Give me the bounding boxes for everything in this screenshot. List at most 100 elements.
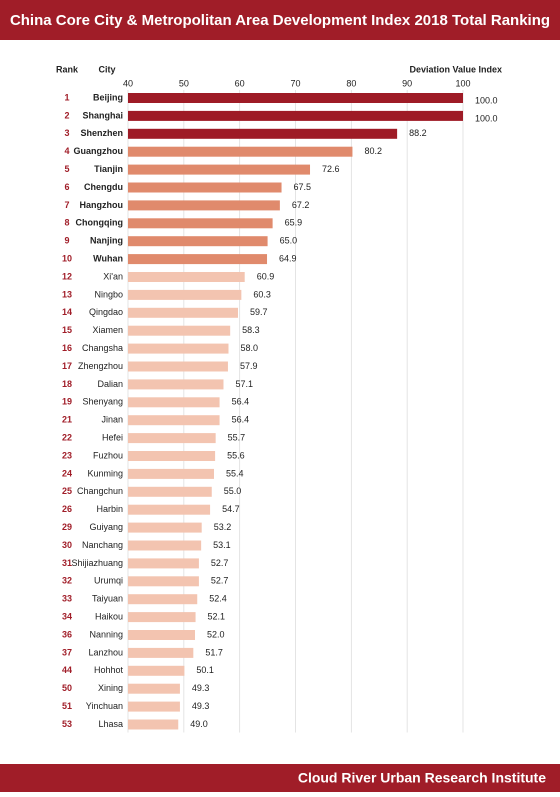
- value-label: 100.0: [475, 113, 498, 123]
- bar: [128, 361, 228, 372]
- footer: Cloud River Urban Research Institute: [298, 770, 546, 786]
- value-label: 52.7: [211, 576, 229, 586]
- city-label: Urumqi: [94, 576, 123, 586]
- rank-label: 21: [62, 415, 72, 425]
- rank-label: 24: [62, 468, 72, 478]
- value-label: 53.2: [214, 522, 232, 532]
- rank-label: 17: [62, 361, 72, 371]
- city-label: Tianjin: [94, 164, 123, 174]
- city-label: Nanchang: [82, 540, 123, 550]
- city-label: Guangzhou: [74, 146, 124, 156]
- rank-label: 51: [62, 701, 72, 711]
- rank-label: 22: [62, 432, 72, 442]
- rank-label: 3: [64, 128, 69, 138]
- city-label: Beijing: [93, 92, 123, 102]
- city-label: Xi'an: [103, 271, 123, 281]
- bar: [128, 719, 179, 730]
- rank-label: 7: [64, 200, 69, 210]
- bar: [128, 254, 268, 265]
- value-label: 55.4: [226, 468, 244, 478]
- bar: [128, 236, 268, 247]
- value-label: 52.0: [207, 629, 225, 639]
- city-label: Hefei: [102, 432, 123, 442]
- bar: [128, 558, 199, 569]
- rank-header: Rank: [56, 64, 79, 74]
- chart-title: China Core City & Metropolitan Area Deve…: [10, 12, 550, 29]
- value-label: 67.5: [294, 182, 312, 192]
- bar: [128, 504, 211, 515]
- value-label: 52.7: [211, 558, 229, 568]
- value-label: 57.9: [240, 361, 258, 371]
- value-label: 65.0: [280, 236, 298, 246]
- bar: [128, 540, 202, 551]
- value-header: Deviation Value Index: [409, 64, 502, 74]
- bar: [128, 307, 238, 318]
- rank-label: 16: [62, 343, 72, 353]
- rank-label: 4: [64, 146, 69, 156]
- city-label: Nanjing: [90, 236, 123, 246]
- rank-label: 2: [64, 110, 69, 120]
- city-label: Shenzhen: [80, 128, 123, 138]
- x-tick-label: 40: [123, 78, 133, 88]
- value-label: 49.3: [192, 701, 210, 711]
- bar: [128, 379, 224, 390]
- city-header: City: [98, 64, 115, 74]
- value-label: 88.2: [409, 128, 427, 138]
- city-label: Lanzhou: [88, 647, 123, 657]
- rank-label: 6: [64, 182, 69, 192]
- rank-label: 1: [64, 92, 69, 102]
- value-label: 49.0: [190, 719, 208, 729]
- value-label: 53.1: [213, 540, 231, 550]
- bar: [128, 630, 195, 640]
- bar: [128, 93, 463, 103]
- rank-label: 26: [62, 504, 72, 514]
- city-label: Yinchuan: [86, 701, 123, 711]
- bar: [128, 576, 199, 587]
- bar: [128, 146, 353, 157]
- bar: [128, 325, 231, 336]
- bar: [128, 289, 242, 300]
- city-label: Guiyang: [89, 522, 123, 532]
- value-label: 59.7: [250, 307, 268, 317]
- value-label: 56.4: [232, 415, 250, 425]
- city-label: Shijiazhuang: [71, 558, 123, 568]
- city-label: Wuhan: [93, 253, 123, 263]
- footer-band: [0, 764, 560, 792]
- header-band: [0, 0, 560, 40]
- bar: [128, 486, 212, 497]
- bar: [128, 164, 311, 175]
- value-label: 100.0: [475, 95, 498, 105]
- value-label: 55.7: [228, 432, 246, 442]
- x-tick-label: 70: [290, 78, 300, 88]
- city-label: Changchun: [77, 486, 123, 496]
- city-label: Fuzhou: [93, 450, 123, 460]
- city-label: Chongqing: [76, 218, 123, 228]
- bar: [128, 272, 245, 282]
- rank-label: 13: [62, 289, 72, 299]
- bar: [128, 665, 185, 676]
- bar: [128, 200, 280, 211]
- city-label: Shenyang: [82, 397, 123, 407]
- city-label: Chengdu: [84, 182, 123, 192]
- rank-label: 30: [62, 540, 72, 550]
- value-label: 60.9: [257, 271, 275, 281]
- bar: [128, 433, 216, 444]
- rank-label: 25: [62, 486, 72, 496]
- rank-label: 34: [62, 611, 72, 621]
- value-label: 50.1: [196, 665, 214, 675]
- bar: [128, 343, 229, 354]
- value-label: 58.3: [242, 325, 260, 335]
- rank-label: 5: [64, 164, 69, 174]
- x-tick-label: 50: [179, 78, 189, 88]
- city-label: Xiamen: [92, 325, 123, 335]
- value-label: 60.3: [253, 289, 271, 299]
- city-label: Taiyuan: [92, 594, 123, 604]
- bar: [128, 415, 220, 426]
- value-label: 56.4: [232, 397, 250, 407]
- bar: [128, 594, 198, 605]
- rank-label: 12: [62, 271, 72, 281]
- rank-label: 31: [62, 558, 72, 568]
- rank-label: 18: [62, 379, 72, 389]
- bar: [128, 522, 202, 533]
